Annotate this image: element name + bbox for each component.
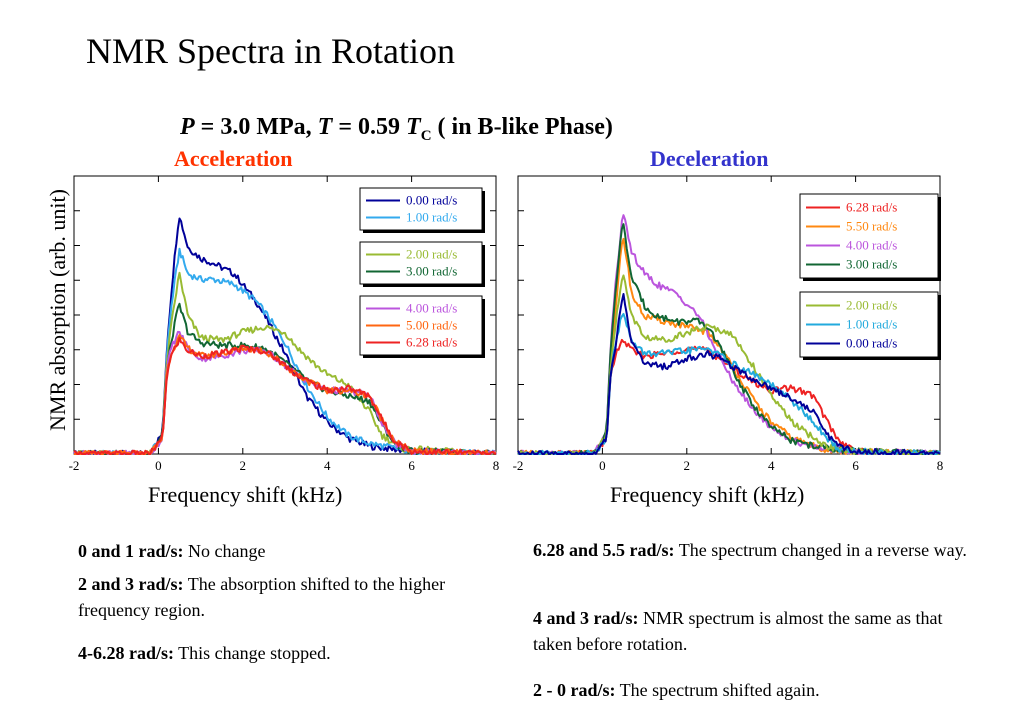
- experiment-conditions: P = 3.0 MPa, T = 0.59 TC ( in B-like Pha…: [180, 114, 613, 145]
- note-left-3-heading: 4-6.28 rad/s:: [78, 643, 174, 663]
- x-tick-label: -2: [69, 458, 80, 473]
- note-left-3-text: This change stopped.: [174, 643, 331, 663]
- legend-box: [359, 295, 483, 356]
- note-left-1: 0 and 1 rad/s: No change: [78, 538, 498, 564]
- legend-label: 2.00 rad/s: [406, 247, 457, 262]
- legend-box: [359, 241, 483, 285]
- note-right-1-heading: 6.28 and 5.5 rad/s:: [533, 540, 675, 560]
- legend-label: 1.00 rad/s: [846, 317, 897, 332]
- x-tick-label: 2: [684, 458, 691, 473]
- temperature-symbol: T: [317, 114, 333, 140]
- legend-label: 0.00 rad/s: [846, 336, 897, 351]
- x-tick-label: -2: [513, 458, 524, 473]
- x-tick-label: 6: [408, 458, 415, 473]
- legend-label: 6.28 rad/s: [406, 335, 457, 350]
- note-left-2-heading: 2 and 3 rad/s:: [78, 574, 184, 594]
- deceleration-title: Deceleration: [650, 146, 769, 171]
- note-right-1: 6.28 and 5.5 rad/s: The spectrum changed…: [533, 537, 973, 563]
- x-tick-label: 2: [240, 458, 247, 473]
- legend-label: 4.00 rad/s: [406, 301, 457, 316]
- acceleration-title: Acceleration: [174, 146, 293, 171]
- series-line-000: [517, 293, 941, 455]
- note-right-2-heading: 4 and 3 rad/s:: [533, 608, 639, 628]
- note-left-2: 2 and 3 rad/s: The absorption shifted to…: [78, 571, 498, 623]
- x-tick-label: 4: [768, 458, 775, 473]
- legend-label: 4.00 rad/s: [846, 238, 897, 253]
- legend-label: 3.00 rad/s: [846, 257, 897, 272]
- x-tick-label: 4: [324, 458, 331, 473]
- legend-label: 0.00 rad/s: [406, 193, 457, 208]
- acceleration-x-axis-label: Frequency shift (kHz): [148, 482, 343, 507]
- legend-label: 5.00 rad/s: [406, 318, 457, 333]
- deceleration-x-axis-label: Frequency shift (kHz): [610, 482, 805, 507]
- temperature-value: = 0.59: [332, 114, 407, 140]
- page-title: NMR Spectra in Rotation: [86, 31, 455, 71]
- x-tick-label: 8: [937, 458, 944, 473]
- x-tick-label: 0: [155, 458, 162, 473]
- legend-box: [359, 187, 483, 231]
- x-tick-label: 8: [493, 458, 500, 473]
- note-left-1-heading: 0 and 1 rad/s:: [78, 541, 184, 561]
- note-right-1-text: The spectrum changed in a reverse way.: [674, 540, 967, 560]
- note-left-1-text: No change: [183, 541, 266, 561]
- critical-temperature-subscript: C: [420, 127, 432, 144]
- critical-temperature-symbol: T: [406, 114, 421, 140]
- note-right-2-text: NMR spectrum is almost the same as that …: [533, 608, 943, 654]
- series-line-628: [73, 337, 497, 455]
- x-tick-label: 6: [852, 458, 859, 473]
- note-left-3: 4-6.28 rad/s: This change stopped.: [78, 640, 498, 666]
- note-right-3: 2 - 0 rad/s: The spectrum shifted again.: [533, 677, 973, 703]
- legend-label: 2.00 rad/s: [846, 298, 897, 313]
- note-right-2: 4 and 3 rad/s: NMR spectrum is almost th…: [533, 605, 973, 657]
- pressure-symbol: P: [180, 114, 195, 140]
- legend-label: 3.00 rad/s: [406, 264, 457, 279]
- note-left-2-text: The absorption shifted to the higher fre…: [78, 574, 446, 620]
- legend-label: 5.50 rad/s: [846, 219, 897, 234]
- phase-label: ( in B-like Phase): [431, 114, 613, 140]
- note-right-3-text: The spectrum shifted again.: [615, 680, 820, 700]
- pressure-value: = 3.0 MPa,: [194, 114, 318, 140]
- x-tick-label: 0: [599, 458, 606, 473]
- legend-label: 1.00 rad/s: [406, 210, 457, 225]
- note-right-3-heading: 2 - 0 rad/s:: [533, 680, 616, 700]
- legend-label: 6.28 rad/s: [846, 200, 897, 215]
